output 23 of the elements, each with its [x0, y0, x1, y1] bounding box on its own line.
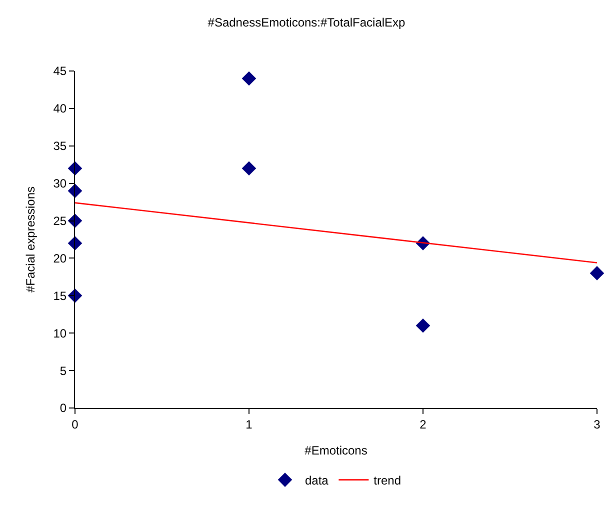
point	[242, 161, 256, 176]
y-tick-label: 20	[53, 251, 67, 266]
y-tick-label: 10	[53, 326, 67, 340]
legend-label: data	[305, 473, 329, 488]
point	[416, 318, 430, 333]
x-tick-label: 3	[594, 417, 601, 432]
x-tick-label: 1	[246, 417, 253, 432]
y-tick-label: 40	[53, 102, 67, 116]
y-tick-label: 35	[53, 139, 67, 154]
y-tick-label: 0	[60, 401, 67, 416]
point	[590, 266, 604, 280]
y-axis-title: #Facial expressions	[24, 186, 38, 293]
x-tick-label: 0	[72, 417, 79, 432]
y-tick-label: 5	[60, 364, 67, 378]
y-tick-label: 45	[53, 64, 67, 78]
y-tick-label: 15	[53, 288, 67, 303]
chart-title: #SadnessEmoticons:#TotalFacialExp	[208, 15, 406, 30]
point	[242, 71, 256, 86]
legend-label: trend	[374, 473, 402, 488]
x-tick-label: 2	[420, 417, 427, 432]
x-axis-title: #Emoticons	[304, 443, 368, 458]
y-tick-label: 30	[53, 176, 67, 191]
y-tick-label: 25	[53, 214, 67, 228]
